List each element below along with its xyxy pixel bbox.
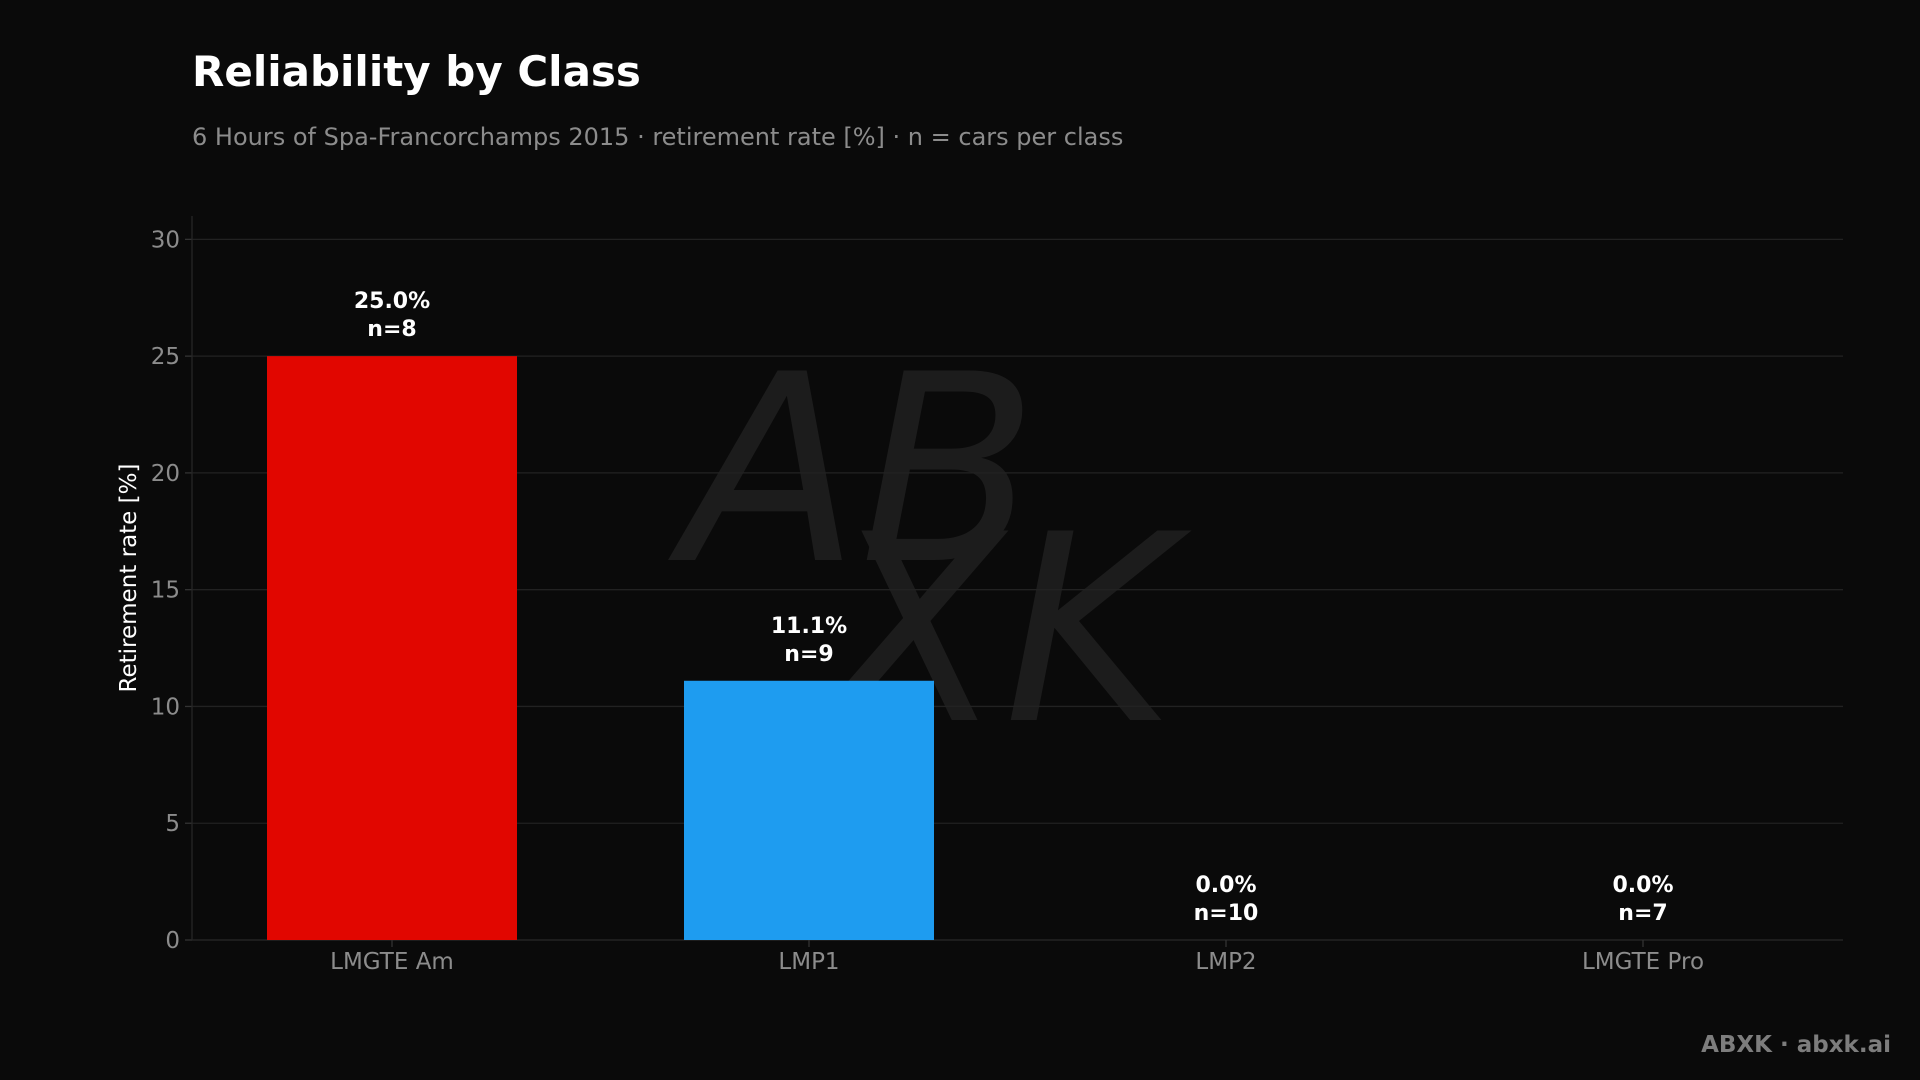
bar [267,356,517,940]
bar-count-label: n=10 [1194,901,1259,926]
y-tick-label: 10 [151,694,180,720]
y-tick-label: 30 [151,227,180,253]
bar-value-label: 0.0% [1612,873,1673,898]
bar [684,680,934,940]
bar-count-label: n=9 [784,642,833,667]
axes: 0 5 10 15 20 25 30 LMGTE Am LMP1 LMP2 LMGTE Pro [151,216,1843,975]
x-tick-label: LMP2 [1195,949,1256,975]
y-tick-label: 15 [151,578,180,604]
footer-credit: ABXK · abxk.ai [1701,1032,1891,1058]
bar-value-label: 25.0% [354,289,430,314]
bar-value-label: 0.0% [1195,873,1256,898]
bars [267,356,934,940]
x-tick-label: LMP1 [778,949,839,975]
page-title: Reliability by Class [192,47,641,96]
bar-count-label: n=7 [1618,901,1667,926]
bar-value-label: 11.1% [771,614,847,639]
y-tick-label: 0 [165,928,180,954]
y-tick-label: 25 [151,344,180,370]
x-tick-label: LMGTE Pro [1582,949,1704,975]
watermark-text-top: AB [666,320,1038,622]
data-labels: 25.0% n=8 11.1% n=9 0.0% n=10 0.0% n=7 [354,289,1674,926]
y-tick-label: 20 [151,461,180,487]
y-axis-label: Retirement rate [%] [116,464,142,693]
page-subtitle: 6 Hours of Spa-Francorchamps 2015 · reti… [192,123,1124,151]
y-tick-label: 5 [165,811,180,837]
x-tick-label: LMGTE Am [330,949,454,975]
bar-count-label: n=8 [367,317,416,342]
